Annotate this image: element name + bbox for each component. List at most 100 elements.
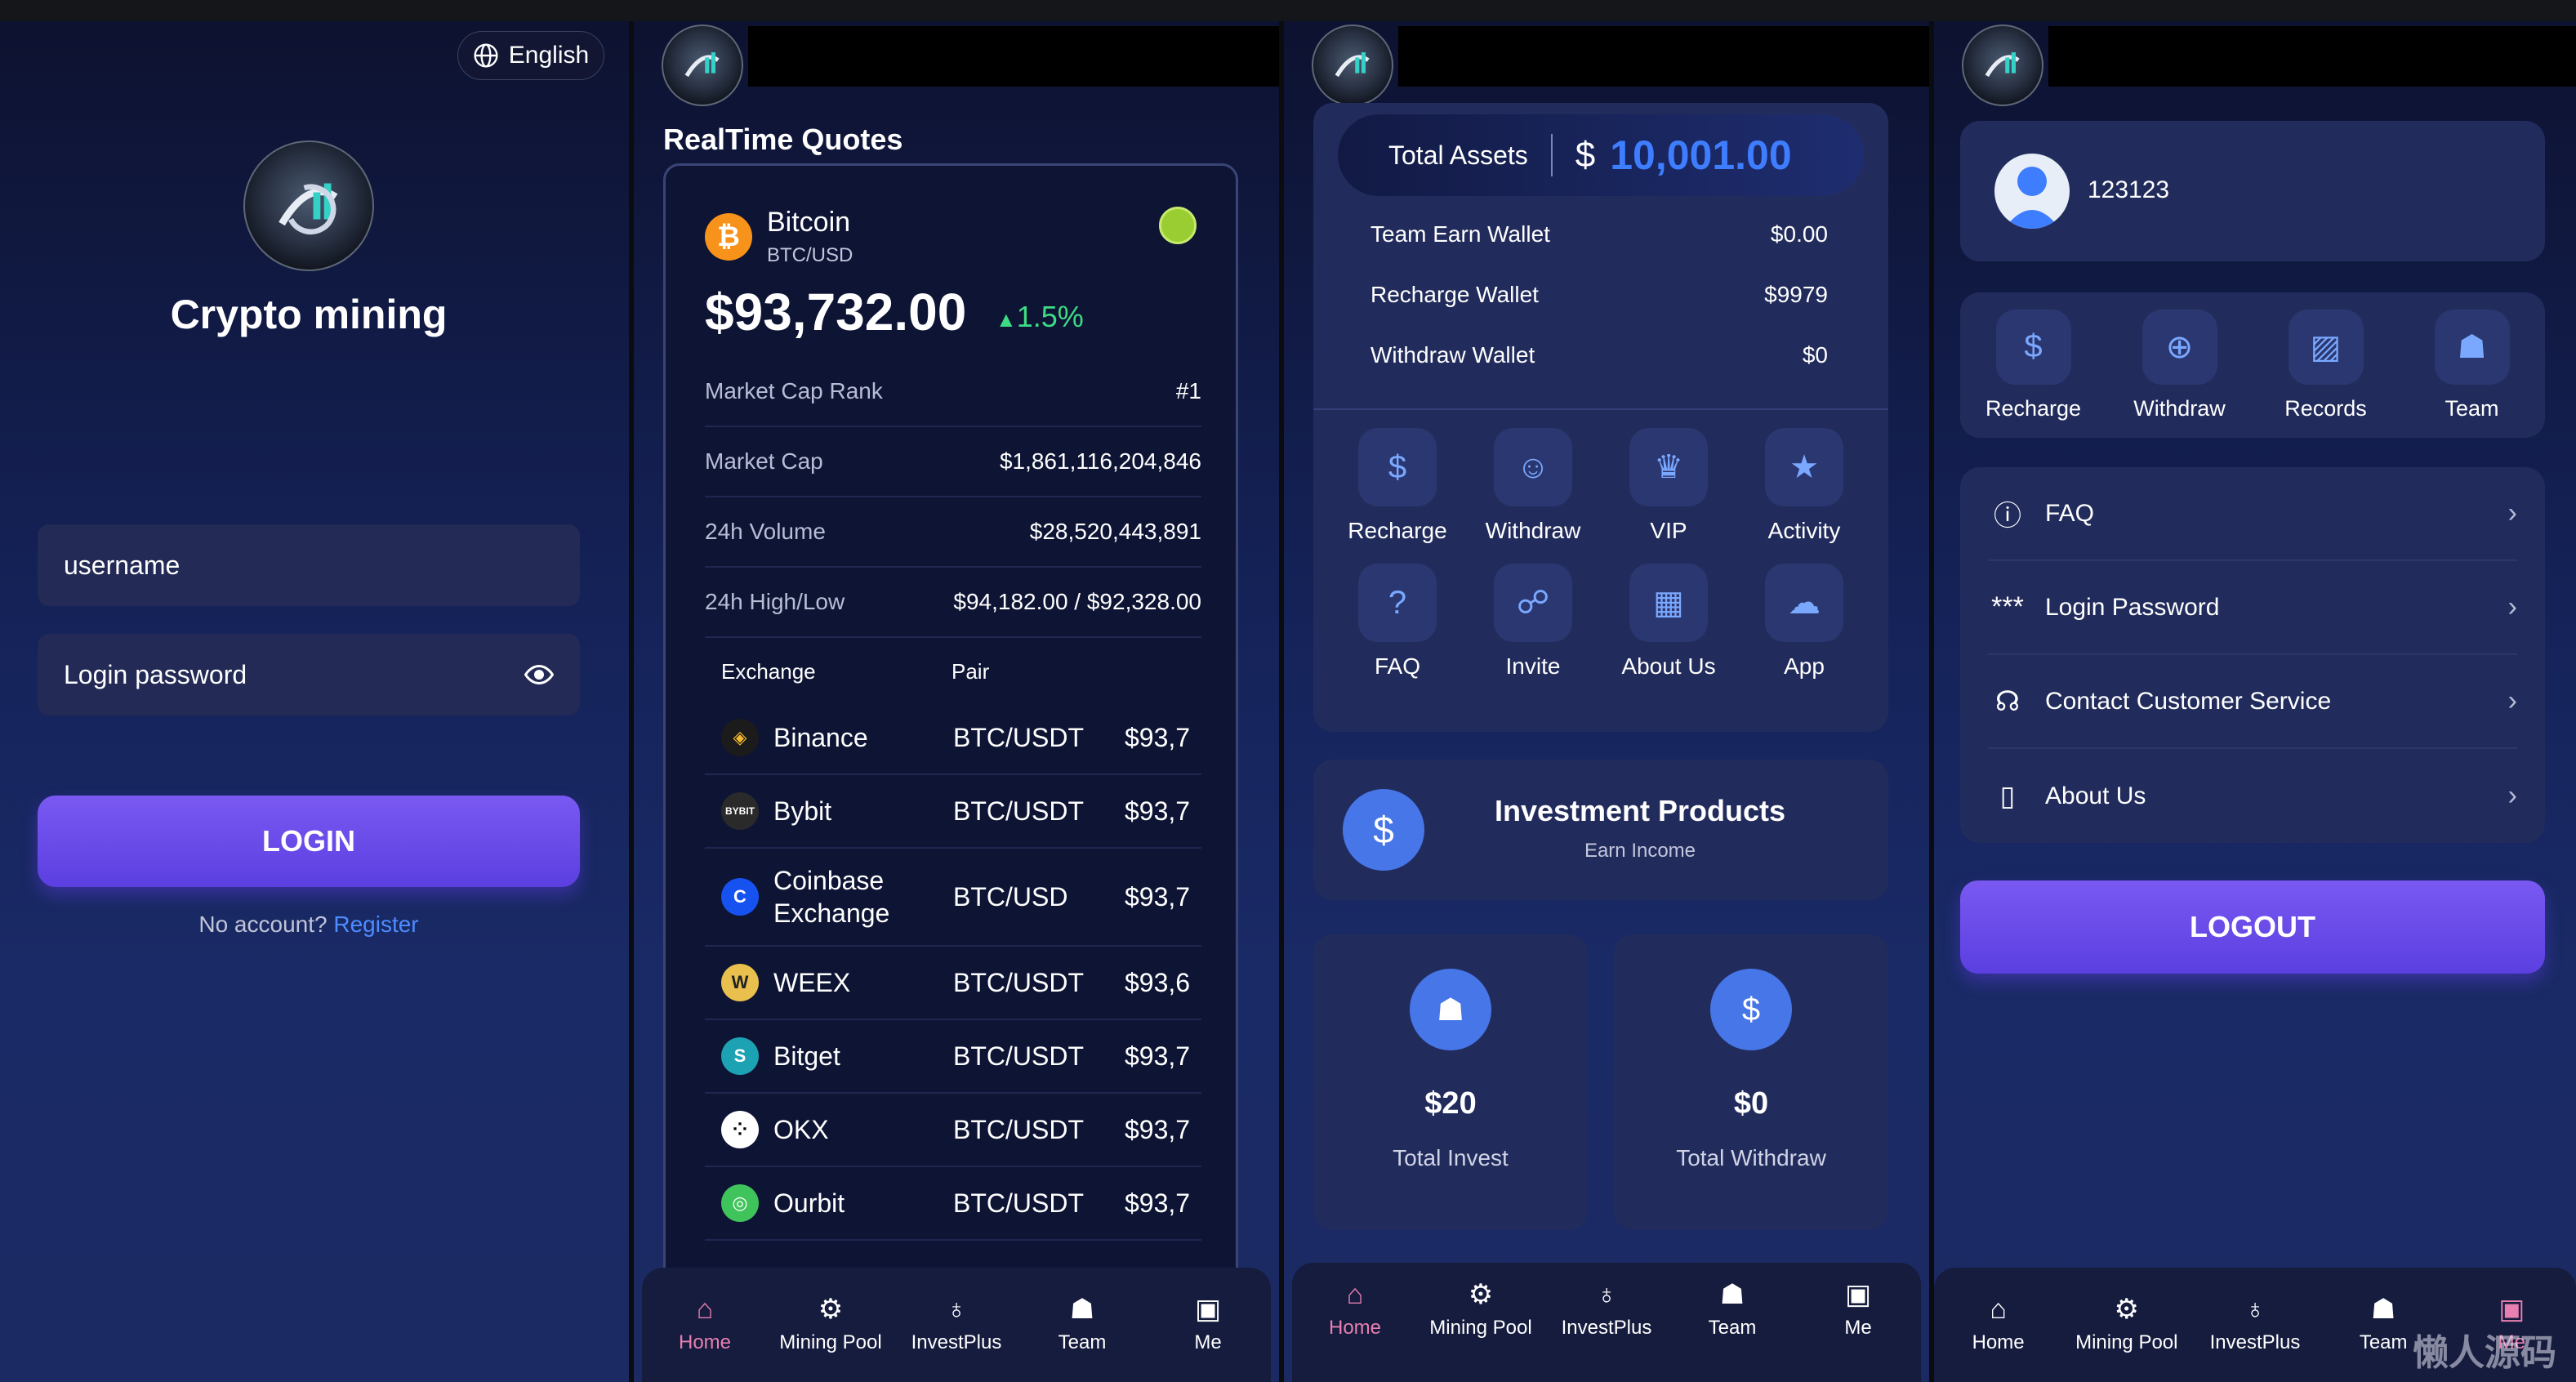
logout-button[interactable]: LOGOUT — [1960, 880, 2545, 974]
menu-about-us[interactable]: ▯ About Us › — [1988, 749, 2517, 843]
nav-label: Me — [1844, 1317, 1872, 1339]
divider — [1313, 408, 1888, 410]
nav-mining-pool[interactable]: ⚙ Mining Pool — [2066, 1295, 2188, 1354]
nav-team[interactable]: ☗ Team — [2322, 1295, 2445, 1354]
redacted-header — [2048, 26, 2576, 87]
nav-label: Me — [2498, 1331, 2526, 1353]
panel-divider — [1929, 21, 1934, 1382]
recharge-button[interactable]: $ Recharge — [1332, 428, 1463, 544]
nav-me[interactable]: ▣ Me — [1147, 1295, 1269, 1354]
crown-icon: ♛ — [1629, 428, 1708, 506]
quotes-screen: RealTime Quotes ₿ Bitcoin BTC/USD $93,73… — [634, 21, 1279, 1382]
menu-login-password[interactable]: *** Login Password › — [1988, 561, 2517, 655]
nav-label: Team — [1058, 1331, 1107, 1353]
language-selector[interactable]: English — [457, 31, 604, 80]
exchange-row[interactable]: C Coinbase Exchange BTC/USD $93,7 — [705, 849, 1201, 947]
exchange-row[interactable]: W WEEX BTC/USDT $93,6 — [705, 947, 1201, 1020]
exchange-row[interactable]: S Bitget BTC/USDT $93,7 — [705, 1020, 1201, 1094]
username-input[interactable]: username — [38, 524, 580, 606]
exchange-name: WEEX — [773, 967, 851, 997]
nav-label: Home — [1328, 1317, 1382, 1339]
investment-products-card[interactable]: $ Investment Products Earn Income — [1313, 760, 1888, 900]
bottom-nav: ⌂ Home ⚙ Mining Pool ♁ InvestPlus ☗ Team ▣ Me — [1292, 1263, 1921, 1382]
login-button[interactable]: LOGIN — [38, 796, 580, 887]
withdraw-button[interactable]: ⊕ Withdraw — [2115, 309, 2245, 421]
exchange-pair: BTC/USD — [953, 881, 1068, 912]
exchange-row[interactable]: ◈ Binance BTC/USDT $93,7 — [705, 702, 1201, 775]
menu-contact-service[interactable]: ☊ Contact Customer Service › — [1988, 655, 2517, 749]
nav-label: Me — [1194, 1331, 1222, 1353]
vip-button[interactable]: ♛ VIP — [1603, 428, 1734, 544]
nav-investplus[interactable]: ♁ InvestPlus — [2194, 1295, 2316, 1354]
action-grid: $ Recharge ☺ Withdraw ♛ VIP ★ Activity ? FAQ … — [1330, 428, 1872, 680]
grid-label: VIP — [1650, 518, 1687, 543]
language-label: English — [508, 42, 590, 69]
nav-home[interactable]: ⌂ Home — [1937, 1295, 2060, 1354]
price-change-value: 1.5% — [1016, 300, 1084, 333]
nav-label: Team — [2359, 1331, 2408, 1353]
team-icon: ☗ — [2370, 1294, 2396, 1325]
okx-icon: ⁘ — [721, 1111, 759, 1148]
nav-investplus[interactable]: ♁ InvestPlus — [1545, 1281, 1668, 1340]
total-withdraw-label: Total Withdraw — [1676, 1145, 1826, 1170]
chip-icon: ⚙ — [818, 1294, 844, 1325]
total-assets-banner: Total Assets $ 10,001.00 — [1338, 114, 1864, 196]
question-icon: ? — [1358, 564, 1437, 642]
bottom-nav: ⌂ Home ⚙ Mining Pool ♁ InvestPlus ☗ Team ▣ Me — [642, 1268, 1271, 1382]
action-label: Recharge — [1985, 395, 2082, 421]
lightbulb-icon: ♁ — [1596, 1279, 1617, 1310]
nav-mining-pool[interactable]: ⚙ Mining Pool — [1419, 1281, 1542, 1340]
activity-button[interactable]: ★ Activity — [1739, 428, 1870, 544]
nav-mining-pool[interactable]: ⚙ Mining Pool — [769, 1295, 892, 1354]
team-icon: ☗ — [2434, 309, 2510, 385]
action-label: Team — [2445, 395, 2499, 421]
nav-investplus[interactable]: ♁ InvestPlus — [895, 1295, 1018, 1354]
nav-label: Mining Pool — [1429, 1317, 1532, 1339]
register-link[interactable]: Register — [333, 912, 419, 937]
invite-button[interactable]: ☍ Invite — [1468, 564, 1598, 680]
building-icon: ▦ — [1629, 564, 1708, 642]
app-download-button[interactable]: ☁ App — [1739, 564, 1870, 680]
exchange-price: $93,6 — [1125, 967, 1191, 997]
total-assets-value: 10,001.00 — [1610, 132, 1792, 178]
about-us-button[interactable]: ▦ About Us — [1603, 564, 1734, 680]
exchange-price: $93,7 — [1125, 881, 1191, 912]
exchange-row[interactable]: BYBIT Bybit BTC/USDT $93,7 — [705, 775, 1201, 849]
total-withdraw-value: $0 — [1733, 1086, 1769, 1121]
headset-icon: ☊ — [1994, 685, 2021, 717]
panel-divider — [1279, 21, 1284, 1382]
calendar-star-icon: ★ — [1765, 428, 1843, 506]
wallet-label: Team Earn Wallet — [1370, 221, 1550, 247]
logo-chart-icon — [279, 183, 338, 235]
nav-label: InvestPlus — [2209, 1331, 2301, 1353]
total-assets-label: Total Assets — [1388, 140, 1528, 170]
exchange-pair: BTC/USDT — [953, 722, 1084, 752]
nav-home[interactable]: ⌂ Home — [1294, 1281, 1416, 1340]
quote-card: ₿ Bitcoin BTC/USD $93,732.00 ▲1.5% Marke… — [663, 163, 1238, 1307]
menu-faq[interactable]: ⓘ FAQ › — [1988, 467, 2517, 561]
eye-icon[interactable] — [524, 660, 554, 689]
weex-icon: W — [721, 964, 759, 1001]
withdraw-button[interactable]: ☺ Withdraw — [1468, 428, 1598, 544]
exchange-row[interactable]: ◎ Ourbit BTC/USDT $93,7 — [705, 1167, 1201, 1241]
password-input[interactable]: Login password — [38, 634, 580, 716]
team-button[interactable]: ☗ Team — [2407, 309, 2538, 421]
nav-home[interactable]: ⌂ Home — [644, 1295, 766, 1354]
nav-team[interactable]: ☗ Team — [1021, 1295, 1143, 1354]
logout-button-label: LOGOUT — [2190, 910, 2315, 943]
chevron-right-icon: › — [2507, 780, 2517, 811]
nav-me[interactable]: ▣ Me — [2450, 1295, 2573, 1354]
money-icon: $ — [1710, 969, 1792, 1050]
lightbulb-icon: ♁ — [2244, 1294, 2266, 1325]
lightbulb-dollar-icon: $ — [1343, 789, 1424, 871]
nav-me[interactable]: ▣ Me — [1797, 1281, 1919, 1340]
exchange-row[interactable]: ⁘ OKX BTC/USDT $93,7 — [705, 1094, 1201, 1167]
faq-button[interactable]: ? FAQ — [1332, 564, 1463, 680]
quick-actions: $ Recharge ⊕ Withdraw ▨ Records ☗ Team — [1960, 292, 2545, 438]
logo-chart-icon — [684, 52, 720, 78]
recharge-button[interactable]: $ Recharge — [1968, 309, 2099, 421]
avatar — [1994, 154, 2070, 229]
records-button[interactable]: ▨ Records — [2261, 309, 2391, 421]
nav-team[interactable]: ☗ Team — [1671, 1281, 1794, 1340]
home-icon: ⌂ — [1990, 1294, 2007, 1325]
